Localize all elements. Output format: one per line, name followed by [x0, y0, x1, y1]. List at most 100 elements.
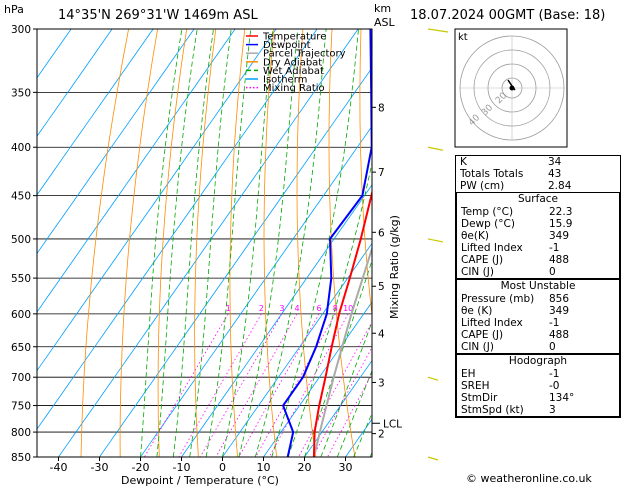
hodograph-key: EH — [461, 368, 476, 380]
unstable-value: 856 — [549, 293, 570, 305]
indices-rows: K 34 Totals Totals 43 PW (cm) 2.84 — [456, 156, 620, 192]
pressure-tick-label: 350 — [11, 87, 31, 99]
x-axis-label: Dewpoint / Temperature (°C) — [121, 474, 279, 486]
legend-entry: Dry Adiabat — [263, 57, 322, 68]
unstable-value: -1 — [549, 317, 560, 329]
isotherm-line — [37, 29, 195, 255]
isotherm-line — [37, 29, 236, 313]
mixing-ratio-label: 8 — [333, 304, 338, 313]
unstable-value: 0 — [549, 341, 556, 353]
surface-row: Dewp (°C) 15.9 — [457, 218, 619, 230]
legend-entry: Dewpoint — [263, 40, 311, 51]
surface-row: Temp (°C) 22.3 — [457, 206, 619, 218]
height-tick-label: 3 — [378, 378, 385, 390]
temperature-tick-label: -30 — [91, 461, 109, 474]
wind-barb — [427, 238, 444, 243]
unstable-key: Lifted Index — [461, 317, 523, 329]
hodograph-row: StmDir 134° — [457, 392, 619, 404]
pressure-tick-label: 650 — [11, 342, 31, 354]
wind-barb — [427, 28, 449, 33]
unstable-row: Lifted Index -1 — [457, 317, 619, 329]
mixing-ratio-line — [144, 313, 229, 457]
wet-adiabat-line — [156, 29, 198, 457]
surface-section: Surface Temp (°C) 22.3 Dewp (°C) 15.9 θe(K… — [456, 192, 620, 279]
height-tick-label: 2 — [378, 429, 385, 441]
hodograph-value: -0 — [549, 380, 560, 392]
dry-adiabat-line — [296, 29, 317, 457]
mixing-ratio-line — [312, 346, 372, 457]
isotherm-line — [304, 359, 372, 457]
lcl-label: LCL — [383, 418, 402, 430]
legend-entry: Parcel Trajectory — [263, 49, 346, 60]
isotherm-line — [37, 29, 318, 430]
surface-key: Temp (°C) — [461, 206, 514, 218]
hodograph-section: Hodograph EH -1 SREH -0 StmDir 134° StmSpd … — [456, 354, 620, 417]
unstable-key: θe (K) — [461, 305, 493, 317]
temperature-tick-label: -20 — [132, 461, 150, 474]
surface-key: CIN (J) — [461, 266, 494, 278]
index-key: PW (cm) — [460, 180, 505, 192]
isotherm-line — [181, 184, 372, 457]
isotherm-line — [58, 29, 359, 457]
height-tick-label: 5 — [378, 281, 385, 293]
index-value: 34 — [548, 156, 562, 168]
hodograph-row: StmSpd (kt) 3 — [457, 404, 619, 416]
unstable-key: Pressure (mb) — [461, 293, 535, 305]
unstable-row: θe (K) 349 — [457, 305, 619, 317]
wind-barb — [427, 456, 439, 461]
hodograph-title: Hodograph — [508, 355, 568, 367]
temperature-tick-label: 10 — [257, 461, 271, 474]
hodograph-unit: kt — [458, 32, 468, 43]
height-tick-label: 8 — [378, 102, 385, 114]
hodograph-row: SREH -0 — [457, 380, 619, 392]
wet-adiabat-line — [304, 259, 372, 457]
pressure-unit-label: hPa — [4, 3, 24, 16]
isotherm-line — [140, 125, 372, 457]
dry-adiabat-line — [119, 29, 158, 457]
unstable-row: CAPE (J) 488 — [457, 329, 619, 341]
height-tick-label: 6 — [378, 227, 385, 239]
pressure-tick-label: 300 — [11, 24, 31, 36]
index-key: Totals Totals — [460, 168, 524, 180]
asl-unit-label: ASL — [374, 16, 395, 29]
legend-entry: Temperature — [262, 32, 326, 43]
surface-row: CIN (J) 0 — [457, 266, 619, 278]
plot-frame — [36, 28, 373, 458]
pressure-tick-label: 550 — [11, 273, 31, 285]
mixing-ratio-line — [178, 313, 262, 457]
mixing-ratio-label: 1 — [226, 304, 231, 313]
isotherm-line — [99, 67, 372, 457]
wet-adiabat-line — [336, 369, 372, 457]
unstable-row: CIN (J) 0 — [457, 341, 619, 353]
hodograph-key: StmSpd (kt) — [461, 404, 524, 416]
index-value: 43 — [548, 168, 562, 180]
mixing-ratio-label: 4 — [294, 304, 299, 313]
wet-adiabat-line — [189, 29, 232, 457]
wet-adiabat-line — [140, 29, 183, 457]
surface-value: 22.3 — [549, 206, 573, 218]
temperature-line — [312, 189, 372, 457]
height-tick-label: 4 — [378, 328, 385, 340]
surface-title: Surface — [517, 193, 558, 205]
surface-key: Lifted Index — [461, 242, 523, 254]
wet-adiabat-line — [320, 320, 372, 457]
dry-adiabat-line — [229, 29, 246, 457]
pressure-tick-label: 800 — [11, 427, 31, 439]
legend-entry: Isotherm — [263, 75, 307, 86]
location-label: 14°35'N 269°31'W 1469m ASL — [58, 8, 258, 23]
hodograph-value: -1 — [549, 368, 560, 380]
index-row: PW (cm) 2.84 — [456, 180, 620, 192]
surface-key: CAPE (J) — [461, 254, 504, 266]
dry-adiabat-line — [263, 29, 278, 457]
unstable-title: Most Unstable — [500, 280, 576, 292]
unstable-key: CIN (J) — [461, 341, 494, 353]
unstable-key: CAPE (J) — [461, 329, 504, 341]
temperature-tick-label: -10 — [173, 461, 191, 474]
mixing-ratio-line — [199, 313, 283, 457]
pressure-tick-label: 500 — [11, 234, 31, 246]
dry-adiabat-line — [157, 29, 188, 457]
temperature-tick-label: 20 — [298, 461, 312, 474]
surface-row: Lifted Index -1 — [457, 242, 619, 254]
hodograph-value: 3 — [549, 404, 556, 416]
